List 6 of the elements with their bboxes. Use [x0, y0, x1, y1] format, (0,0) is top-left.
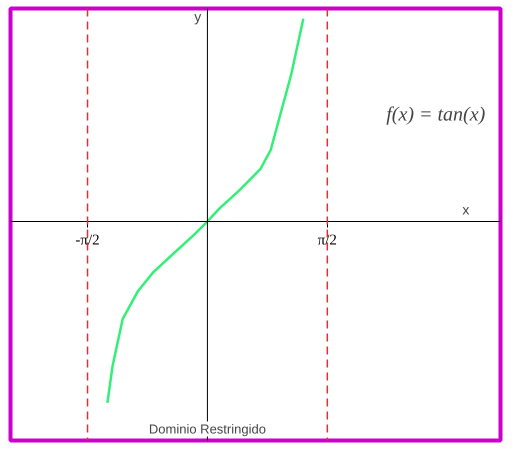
- annotation: f(x) = tan(x): [386, 104, 486, 126]
- x-axis-title: x: [462, 201, 470, 218]
- y-axis-title: y: [194, 8, 202, 25]
- x-tick-label: -π/2: [75, 232, 100, 248]
- text: Dominio Restringido: [148, 421, 266, 436]
- x-tick-label: π/2: [318, 232, 337, 248]
